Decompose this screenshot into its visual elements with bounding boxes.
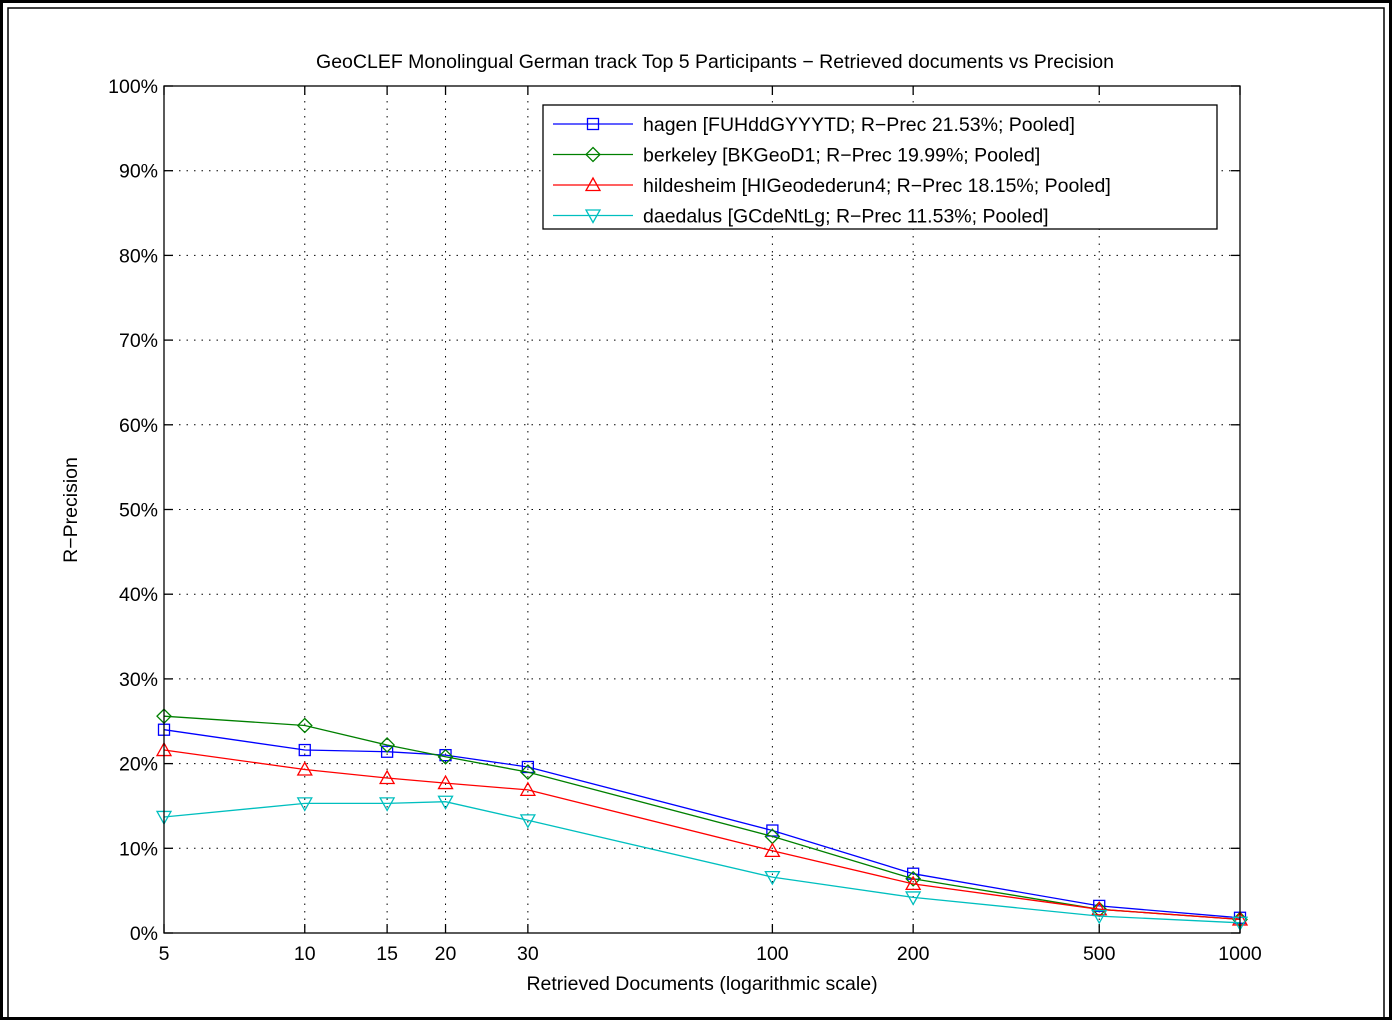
data-point-marker [379, 797, 396, 812]
y-axis-ticks: 0% 10% 20% 30% 40% 50% 60% 70% 80% 90% 100% [108, 76, 1240, 945]
data-point-marker [519, 814, 536, 829]
y-tick-label: 60% [119, 415, 158, 437]
x-tick-label: 10 [294, 943, 316, 965]
legend-label: daedalus [GCdeNtLg; R−Prec 11.53%; Poole… [643, 206, 1049, 228]
y-tick-label: 100% [108, 76, 158, 98]
legend-entry: berkeley [BKGeoD1; R−Prec 19.99%; Pooled… [553, 145, 1040, 167]
legend-entry: hildesheim [HIGeodederun4; R−Prec 18.15%… [553, 175, 1111, 197]
y-tick-label: 20% [119, 754, 158, 776]
legend-entry: hagen [FUHddGYYYTD; R−Prec 21.53%; Poole… [553, 114, 1075, 136]
plot-frame [163, 85, 1241, 934]
series-line [163, 729, 1241, 919]
x-tick-label: 20 [435, 943, 457, 965]
y-tick-label: 10% [119, 838, 158, 860]
x-tick-label: 15 [376, 943, 398, 965]
series-line [163, 749, 1241, 921]
legend-entry: daedalus [GCdeNtLg; R−Prec 11.53%; Poole… [553, 206, 1049, 228]
x-tick-label: 5 [159, 943, 170, 965]
x-tick-label: 500 [1083, 943, 1116, 965]
data-point-marker [905, 891, 922, 906]
y-tick-label: 30% [119, 669, 158, 691]
data-point-marker [905, 870, 922, 887]
data-point-marker [298, 743, 311, 757]
data-point-marker [437, 748, 454, 765]
legend-marker [584, 209, 602, 224]
y-tick-label: 0% [130, 923, 158, 945]
series-line [163, 801, 1241, 924]
x-tick-label: 1000 [1218, 943, 1262, 965]
x-axis-label: Retrieved Documents (logarithmic scale) [526, 973, 877, 995]
data-point-marker [519, 764, 536, 780]
data-point-marker [519, 781, 536, 797]
legend-marker [584, 176, 602, 192]
grid [164, 86, 1240, 933]
y-tick-label: 90% [119, 161, 158, 183]
legend-box [542, 104, 1218, 230]
data-point-marker [905, 875, 922, 891]
data-point-marker [296, 717, 313, 734]
chart-title: GeoCLEF Monolingual German track Top 5 P… [316, 51, 1114, 73]
data-point-marker [379, 769, 396, 785]
data-point-marker [437, 795, 454, 811]
legend-label: hagen [FUHddGYYYTD; R−Prec 21.53%; Poole… [643, 114, 1075, 136]
y-tick-label: 80% [119, 245, 158, 267]
y-tick-label: 40% [119, 584, 158, 606]
data-point-marker [764, 842, 781, 857]
data-point-marker [1093, 899, 1106, 913]
plot-area: 0% 10% 20% 30% 40% 50% 60% 70% 80% 90% 100% 5 10 15 2… [108, 76, 1262, 965]
x-tick-label: 200 [897, 943, 930, 965]
data-point-marker [1091, 900, 1108, 916]
x-tick-label: 30 [517, 943, 539, 965]
y-tick-label: 50% [119, 500, 158, 522]
series-lines [155, 708, 1249, 932]
legend-marker [586, 117, 600, 131]
data-point-marker [296, 797, 313, 812]
legend-marker [585, 146, 601, 163]
data-point-marker [296, 761, 313, 776]
x-axis-ticks: 5 10 15 20 30 100 200 500 1000 [159, 86, 1262, 965]
data-point-marker [437, 774, 454, 790]
data-point-marker [379, 737, 396, 753]
y-axis-label: R−Precision [60, 457, 82, 563]
x-tick-label: 100 [756, 943, 789, 965]
legend-label: berkeley [BKGeoD1; R−Prec 19.99%; Pooled… [643, 145, 1040, 167]
legend: hagen [FUHddGYYYTD; R−Prec 21.53%; Poole… [542, 104, 1218, 230]
series-line [163, 715, 1241, 921]
inner-frame [7, 7, 1385, 1019]
data-point-marker [380, 745, 394, 758]
data-point-marker [764, 870, 781, 886]
y-tick-label: 70% [119, 330, 158, 352]
legend-label: hildesheim [HIGeodederun4; R−Prec 18.15%… [643, 175, 1111, 197]
data-point-marker [1091, 909, 1108, 925]
